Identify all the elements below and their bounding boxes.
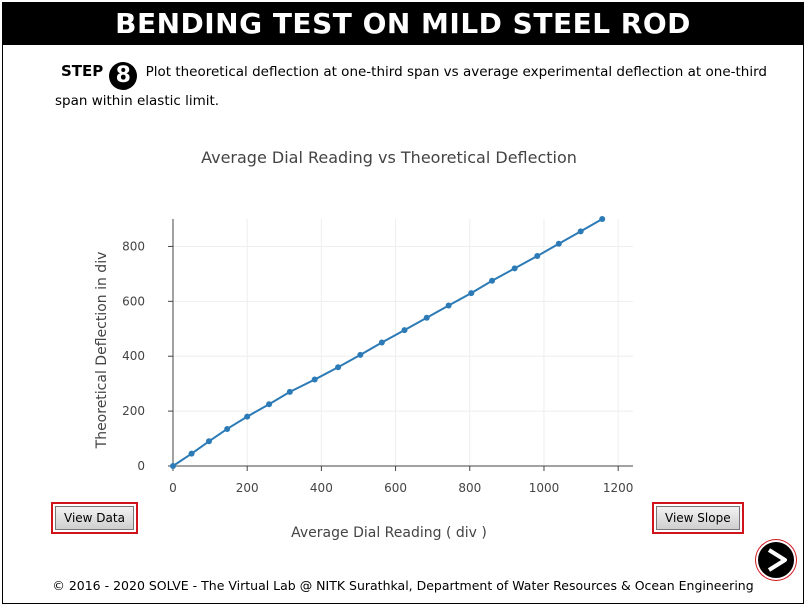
data-point [445,302,452,309]
y-axis-label: Theoretical Deflection in div [94,252,110,450]
step-number-badge: 8 [109,62,138,90]
step-text: Plot theoretical deflection at one-third… [55,64,767,109]
data-point [266,401,273,408]
view-slope-button[interactable]: View Slope [656,506,740,530]
data-point [511,265,518,272]
data-point [286,388,293,395]
data-point [188,450,195,457]
view-data-button-frame: View Data [51,502,138,534]
view-data-button[interactable]: View Data [55,506,134,530]
step-instruction: STEP 8 Plot theoretical deflection at one… [55,60,795,113]
data-point [244,413,251,420]
data-point [357,351,364,358]
data-point [401,327,408,334]
y-tick-label: 400 [122,349,145,363]
data-point [489,277,496,284]
data-point [311,376,318,383]
data-point [468,290,475,297]
data-point [423,314,430,321]
y-tick-label: 0 [137,459,145,473]
chart-title: Average Dial Reading vs Theoretical Defl… [201,148,577,167]
deflection-chart: 0 200 400 600 800 1000 1200 0 200 400 600 800 Averag… [94,148,634,541]
x-tick-label: 400 [310,481,333,495]
x-tick-label: 1000 [529,481,560,495]
x-tick-label: 600 [384,481,407,495]
data-point [205,438,212,445]
x-tick-label: 800 [458,481,481,495]
x-tick-label: 0 [169,481,177,495]
data-point [577,228,584,235]
data-point [335,364,342,371]
x-tick-label: 200 [236,481,259,495]
next-step-button[interactable] [756,540,796,580]
step-label: STEP [61,62,104,80]
data-point [599,216,606,222]
x-axis-label: Average Dial Reading ( div ) [291,525,487,541]
page-title: BENDING TEST ON MILD STEEL ROD [3,3,803,45]
footer-copyright: © 2016 - 2020 SOLVE - The Virtual Lab @ … [52,578,754,593]
data-point [224,425,231,432]
data-point [555,240,562,247]
x-tick-label: 1200 [603,481,634,495]
y-tick-label: 800 [122,239,145,253]
data-point [534,253,541,260]
data-point [378,339,385,346]
y-tick-label: 200 [122,404,145,418]
play-arrow-icon [767,548,787,572]
y-tick-label: 600 [122,294,145,308]
data-point [170,463,176,469]
view-slope-button-frame: View Slope [652,502,744,534]
